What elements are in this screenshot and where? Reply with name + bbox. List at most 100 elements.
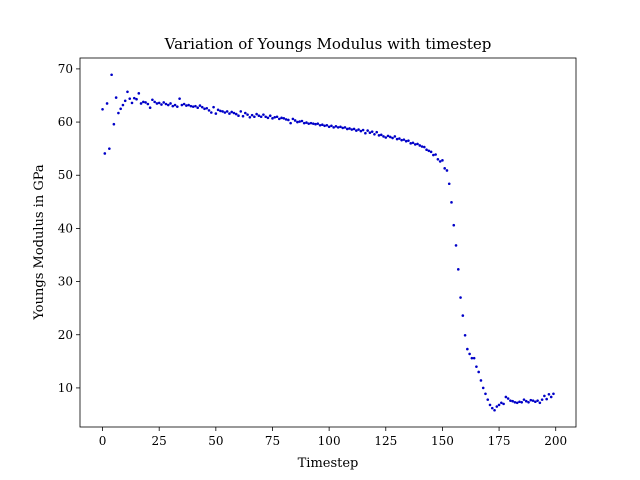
- point: [200, 105, 204, 109]
- point: [137, 92, 141, 95]
- point: [531, 399, 535, 402]
- point: [216, 108, 220, 112]
- point: [325, 123, 329, 127]
- point: [262, 113, 265, 116]
- point: [524, 399, 528, 403]
- point: [511, 399, 514, 403]
- point: [384, 136, 388, 139]
- point: [176, 105, 179, 108]
- point: [142, 100, 145, 104]
- point: [443, 167, 446, 170]
- point: [370, 130, 374, 133]
- point: [409, 142, 413, 145]
- point: [280, 116, 283, 120]
- point: [203, 107, 206, 111]
- point: [493, 408, 496, 412]
- point: [520, 400, 524, 404]
- point: [411, 141, 415, 145]
- point: [189, 104, 193, 108]
- point: [182, 102, 186, 106]
- point: [506, 397, 510, 400]
- point: [355, 129, 358, 132]
- point: [153, 100, 156, 104]
- point: [377, 134, 381, 137]
- point: [271, 117, 274, 120]
- point: [185, 104, 188, 107]
- point: [101, 108, 104, 111]
- point: [361, 128, 365, 132]
- point: [502, 402, 505, 406]
- point: [479, 379, 483, 382]
- point: [164, 102, 168, 106]
- chart-title: Variation of Youngs Modulus with timeste…: [164, 35, 492, 53]
- point: [391, 136, 394, 140]
- point: [117, 111, 120, 115]
- point: [296, 120, 299, 124]
- point: [486, 398, 490, 401]
- point: [157, 101, 161, 105]
- point: [475, 365, 478, 368]
- point: [266, 116, 270, 120]
- x-tick-label: 100: [318, 434, 341, 448]
- point: [472, 356, 476, 360]
- point: [257, 114, 261, 117]
- point: [484, 392, 487, 396]
- point: [450, 201, 453, 204]
- point: [166, 103, 170, 107]
- point: [148, 106, 152, 110]
- point: [191, 105, 195, 108]
- point: [343, 126, 347, 129]
- point: [321, 123, 324, 127]
- point: [466, 347, 469, 351]
- point: [543, 394, 546, 398]
- point: [432, 153, 435, 157]
- point: [515, 401, 519, 405]
- y-tick-label: 30: [58, 275, 73, 289]
- point: [500, 401, 503, 405]
- point: [196, 106, 200, 110]
- x-tick-label: 0: [99, 434, 107, 448]
- point: [307, 122, 311, 125]
- point: [477, 370, 480, 374]
- point: [232, 111, 236, 115]
- point: [468, 352, 471, 356]
- point: [386, 134, 390, 138]
- point: [434, 153, 437, 156]
- point: [103, 152, 107, 155]
- point: [205, 106, 209, 110]
- point: [112, 122, 116, 126]
- point: [336, 126, 340, 129]
- y-axis-label: Youngs Modulus in GPa: [32, 164, 47, 321]
- point: [536, 399, 539, 402]
- point: [255, 112, 258, 116]
- point: [366, 129, 369, 132]
- point: [420, 145, 424, 148]
- x-axis-label: Timestep: [298, 456, 359, 471]
- point: [429, 150, 433, 154]
- point: [379, 133, 383, 137]
- point: [268, 114, 272, 117]
- point: [119, 107, 122, 111]
- point: [470, 356, 474, 360]
- y-tick-label: 10: [58, 381, 73, 395]
- point: [275, 115, 279, 119]
- point: [259, 115, 263, 119]
- point: [398, 137, 401, 140]
- point: [352, 127, 356, 131]
- point: [456, 268, 460, 271]
- point: [239, 110, 243, 113]
- point: [538, 401, 542, 405]
- point: [395, 137, 399, 141]
- point: [132, 96, 136, 100]
- x-tick-label: 200: [544, 434, 567, 448]
- point: [293, 119, 297, 122]
- point: [291, 117, 295, 121]
- y-tick-label: 40: [58, 221, 73, 235]
- point: [162, 101, 166, 104]
- point: [298, 120, 301, 123]
- point: [311, 122, 315, 125]
- point: [243, 111, 247, 115]
- point: [389, 135, 392, 139]
- x-tick-label: 50: [208, 434, 223, 448]
